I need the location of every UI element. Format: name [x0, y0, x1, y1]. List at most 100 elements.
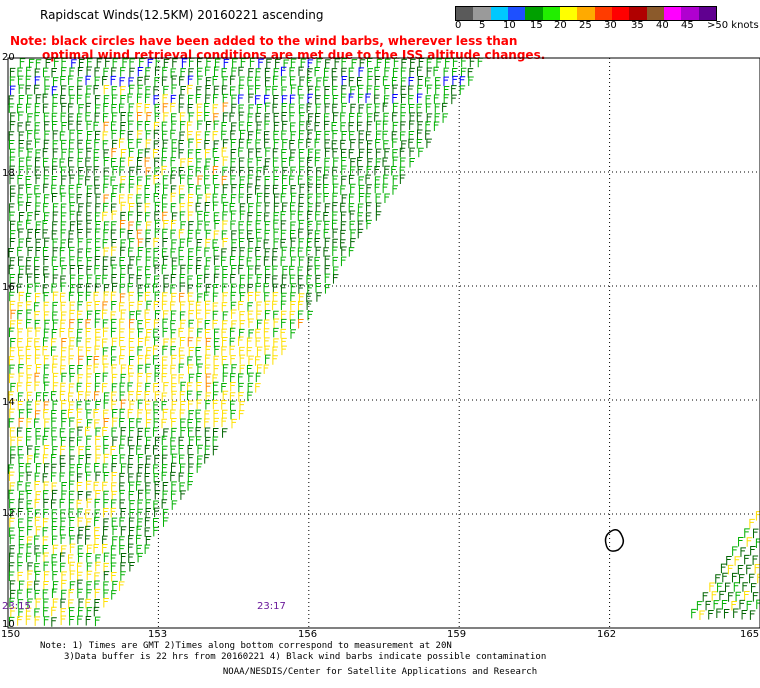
wind-barb — [382, 157, 389, 168]
wind-barb — [93, 149, 100, 159]
wind-barb — [86, 185, 93, 195]
wind-barb — [376, 58, 383, 69]
wind-barb — [230, 301, 237, 312]
wind-barb — [69, 202, 76, 212]
wind-barb — [85, 391, 91, 402]
wind-barb — [197, 363, 203, 374]
wind-barb — [197, 220, 203, 231]
wind-barb — [136, 93, 143, 104]
wind-barb — [332, 274, 339, 284]
wind-barb — [9, 347, 16, 357]
wind-barb — [102, 463, 109, 473]
wind-barb — [76, 464, 83, 474]
wind-barb — [129, 509, 135, 519]
wind-barb — [290, 283, 297, 293]
wind-barb — [280, 256, 287, 267]
wind-barb — [35, 94, 42, 104]
wind-barb — [94, 228, 101, 239]
wind-barb — [163, 310, 169, 320]
wind-barb — [34, 256, 40, 267]
wind-barb — [43, 139, 50, 150]
wind-barb — [154, 490, 161, 500]
wind-barb — [213, 113, 219, 123]
wind-barb — [137, 292, 144, 302]
wind-barb — [17, 392, 24, 402]
wind-barb — [264, 300, 271, 311]
wind-barb — [248, 148, 254, 159]
wind-barb — [128, 517, 135, 527]
wind-barb — [238, 111, 245, 122]
wind-barb — [103, 95, 110, 105]
wind-barb — [170, 310, 177, 321]
wind-barb — [10, 230, 16, 240]
wind-barb — [205, 238, 211, 249]
wind-barb — [102, 327, 109, 338]
wind-barb — [18, 131, 25, 141]
lat-label-12: 12 — [2, 508, 15, 519]
wind-barb — [467, 68, 474, 78]
wind-barb — [129, 445, 135, 455]
wind-barb — [205, 158, 211, 168]
wind-barb — [239, 210, 246, 221]
wind-barb — [290, 84, 297, 95]
wind-barb — [187, 84, 193, 95]
wind-barb — [281, 337, 287, 348]
wind-barb — [52, 363, 58, 374]
wind-barb — [357, 166, 364, 176]
wind-barb — [34, 453, 40, 464]
wind-barb — [307, 59, 314, 69]
wind-barb — [195, 185, 202, 195]
wind-barb — [103, 247, 110, 258]
wind-barb — [111, 364, 118, 374]
wind-barb — [442, 102, 448, 113]
wind-barb — [127, 130, 134, 141]
wind-barb — [179, 76, 185, 86]
wind-barb — [52, 301, 58, 312]
wind-barb — [408, 131, 415, 141]
wind-barb — [127, 365, 134, 375]
wind-barb — [299, 76, 305, 86]
wind-barb — [264, 229, 271, 240]
wind-barb — [221, 248, 227, 258]
wind-barb — [212, 436, 219, 446]
wind-barb — [196, 86, 202, 96]
wind-speed-colorbar — [455, 6, 717, 21]
wind-barb — [392, 156, 399, 167]
wind-barb — [94, 184, 100, 195]
wind-barb — [443, 67, 450, 78]
wind-barb — [738, 537, 744, 547]
wind-barb — [410, 58, 416, 69]
wind-barb — [43, 203, 49, 213]
wind-barb — [162, 130, 168, 141]
wind-barb — [26, 202, 32, 212]
wind-barb — [469, 57, 476, 68]
wind-barb — [68, 589, 75, 599]
wind-barb — [111, 318, 117, 329]
wind-barb — [221, 346, 227, 356]
wind-barb — [111, 400, 117, 411]
wind-barb — [222, 166, 228, 177]
wind-barb — [281, 318, 287, 329]
wind-barb — [144, 184, 151, 195]
wind-barb — [8, 489, 15, 500]
wind-barb — [357, 121, 363, 132]
wind-barb — [171, 139, 178, 149]
wind-barb — [196, 418, 202, 428]
wind-barb — [459, 85, 466, 95]
wind-barb — [265, 354, 271, 365]
wind-barb — [383, 174, 389, 185]
wind-barb — [452, 75, 458, 86]
colorbar-label: 10 — [503, 20, 516, 31]
wind-barb — [119, 103, 125, 114]
wind-barb — [365, 212, 372, 222]
wind-barb — [94, 382, 101, 393]
wind-barb — [94, 345, 101, 356]
map-frame — [7, 57, 760, 629]
wind-barb — [196, 356, 202, 366]
wind-barb — [162, 211, 168, 222]
wind-barb — [27, 581, 33, 591]
wind-barb — [170, 284, 176, 294]
wind-barb — [8, 464, 15, 474]
wind-barb — [153, 149, 159, 159]
wind-barb — [374, 183, 381, 194]
